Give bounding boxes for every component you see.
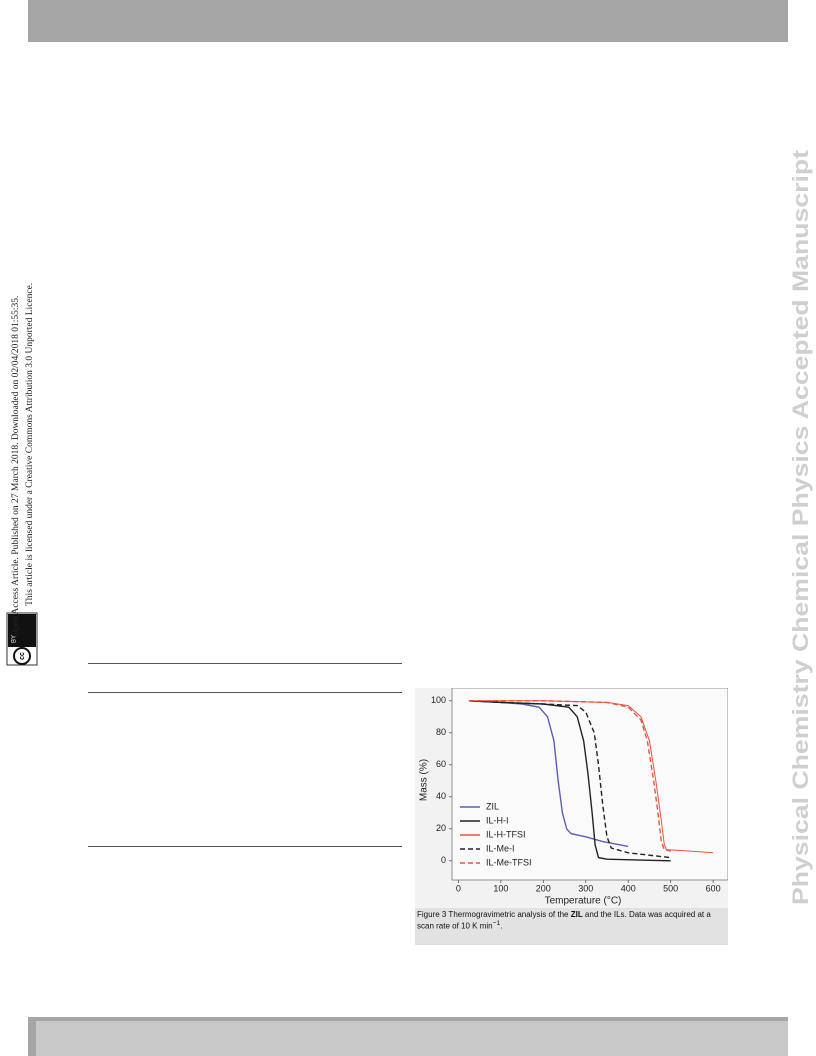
caption-text: Figure 3 Thermogravimetric analysis of t…: [417, 910, 571, 919]
table-rule: [88, 846, 402, 847]
y-tick-label: 0: [441, 855, 446, 865]
badge-cc: cc: [19, 652, 26, 660]
x-tick-label: 500: [663, 883, 678, 893]
watermark: Physical Chemistry Chemical Physics Acce…: [788, 149, 813, 905]
series-line: [468, 700, 671, 859]
series-line: [468, 700, 671, 852]
legend-label: IL-Me-I: [486, 843, 515, 853]
x-tick-label: 400: [621, 883, 636, 893]
y-tick-label: 100: [431, 695, 446, 705]
y-tick-label: 80: [436, 727, 446, 737]
margins: cc BY Open Access Article. Published on …: [6, 149, 813, 905]
table-rule: [88, 663, 402, 664]
plot-area: [451, 688, 728, 881]
y-tick-label: 20: [436, 823, 446, 833]
x-tick-label: 0: [456, 883, 461, 893]
x-axis-title: Temperature (°C): [545, 896, 622, 907]
x-tick-label: 100: [493, 883, 508, 893]
x-tick-label: 600: [706, 883, 721, 893]
caption-bold: ZIL: [570, 910, 583, 919]
x-tick-label: 200: [536, 883, 551, 893]
y-axis-title: Mass (%): [419, 759, 430, 801]
notice-line: This article is licensed under a Creativ…: [25, 283, 35, 606]
footer-bar-inner: [36, 1021, 788, 1056]
notice-line: Open Access Article. Published on 27 Mar…: [11, 296, 21, 637]
badge-dark: [8, 614, 36, 647]
badge-circle: [13, 647, 31, 665]
figure-caption: Figure 3 Thermogravimetric analysis of t…: [415, 908, 728, 945]
y-tick-label: 40: [436, 791, 446, 801]
caption-text: and the ILs. Data was acquired at a scan…: [417, 910, 711, 931]
series-line: [468, 700, 714, 854]
table-rule: [88, 692, 402, 693]
chart: Temperature (°C) Mass (%) 0 100 200 300 400 5…: [415, 688, 728, 908]
series-line: [468, 700, 629, 848]
y-tick-label: 60: [436, 759, 446, 769]
header-bar: [28, 0, 788, 42]
badge-by: BY: [12, 635, 18, 643]
legend-label: ZIL: [486, 801, 499, 811]
cc-badge: cc BY: [6, 612, 38, 666]
legend-label: IL-H-I: [486, 815, 509, 825]
legend-label: IL-Me-TFSI: [486, 857, 532, 867]
caption-sup: −1: [492, 920, 501, 927]
x-tick-label: 300: [578, 883, 593, 893]
caption-text: .: [500, 921, 503, 931]
legend-label: IL-H-TFSI: [486, 829, 526, 839]
